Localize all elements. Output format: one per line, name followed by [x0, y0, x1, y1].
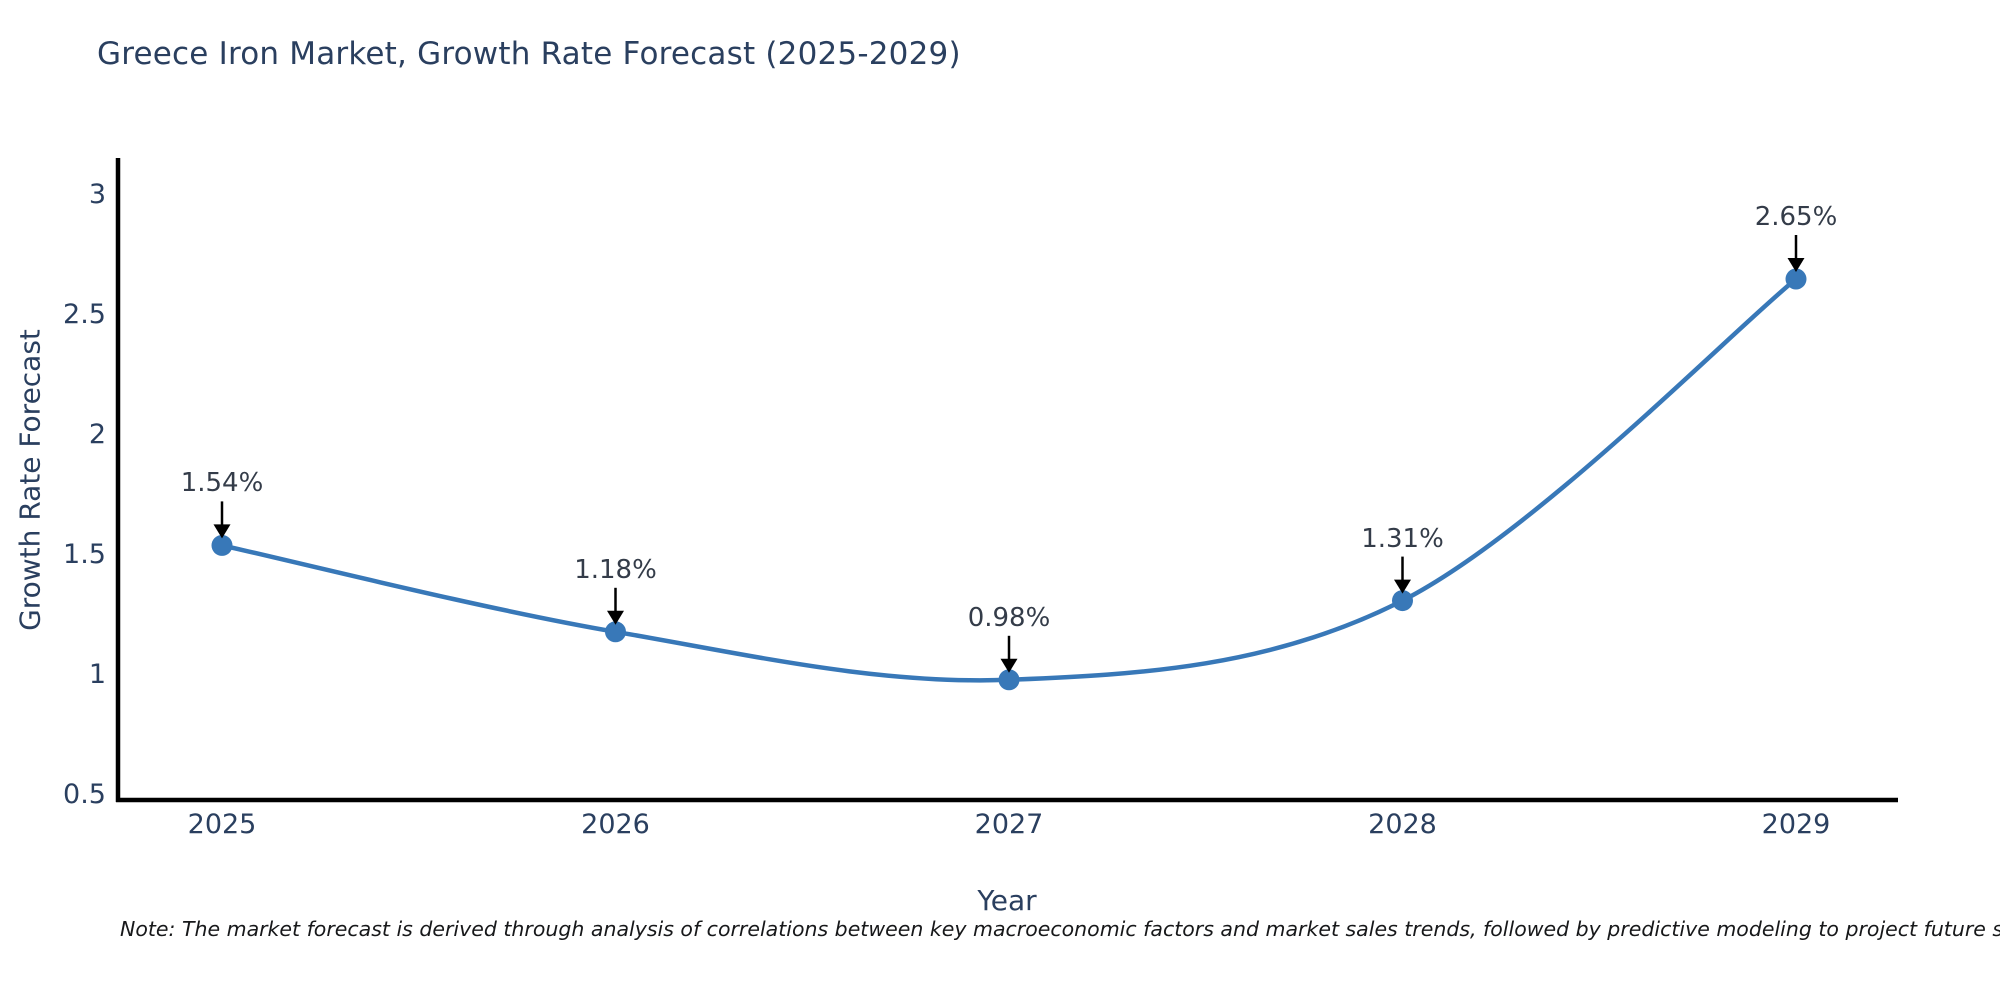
annotation-label: 1.54% — [180, 468, 264, 499]
y-tick-label: 2 — [88, 419, 106, 450]
data-point-marker — [605, 621, 626, 643]
footnote: Note: The market forecast is derived thr… — [120, 917, 2000, 941]
x-tick-label: 2025 — [187, 809, 257, 840]
annotation-label: 1.18% — [574, 554, 657, 585]
y-axis-title: Growth Rate Forecast — [13, 329, 47, 631]
annotation-arrow-head — [1787, 258, 1805, 272]
y-tick-label: 1.5 — [63, 539, 106, 570]
data-point-marker — [1392, 590, 1413, 612]
annotation-label: 1.31% — [1361, 523, 1444, 554]
y-tick-label: 2.5 — [63, 299, 106, 330]
y-tick-label: 1 — [88, 659, 106, 690]
data-point-marker — [211, 534, 233, 556]
x-tick-label: 2026 — [581, 809, 650, 840]
x-axis-title: Year — [977, 884, 1037, 917]
x-tick-label: 2027 — [974, 809, 1044, 840]
annotation-arrow-head — [1000, 658, 1018, 673]
x-tick-label: 2028 — [1368, 809, 1437, 840]
chart-title: Greece Iron Market, Growth Rate Forecast… — [97, 36, 961, 72]
data-point-marker — [1785, 268, 1807, 290]
annotation-arrow-head — [213, 524, 231, 539]
annotation-label: 2.65% — [1754, 202, 1838, 232]
annotation-label: 0.98% — [967, 602, 1051, 633]
annotation-arrow-head — [1394, 579, 1411, 594]
annotation-arrow-head — [607, 610, 624, 625]
y-tick-label: 0.5 — [63, 779, 106, 810]
data-point-marker — [998, 669, 1020, 691]
y-tick-label: 3 — [88, 179, 106, 210]
x-tick-label: 2029 — [1761, 809, 1831, 840]
